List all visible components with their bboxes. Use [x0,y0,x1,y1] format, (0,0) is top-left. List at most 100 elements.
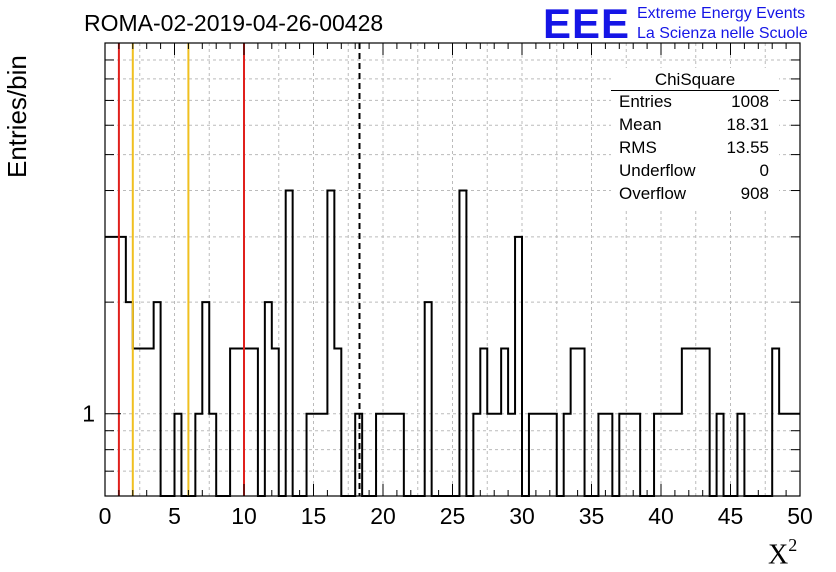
stats-title: ChiSquare [654,70,736,89]
histogram-bin [334,348,341,496]
histogram-bin [536,414,543,496]
histogram-bin [390,414,397,496]
stats-key: Entries [619,92,672,111]
chart-title: ROMA-02-2019-04-26-00428 [84,10,384,36]
histogram-bin [779,414,786,496]
stats-key: RMS [619,138,657,157]
histogram-bin [668,414,675,496]
x-tick-label: 5 [168,503,181,529]
histogram-bin [550,414,557,496]
stats-value: 908 [740,184,769,203]
x-axis-label: X2 [768,535,798,571]
histogram-bin [654,414,661,496]
x-tick-label: 0 [99,503,112,529]
histogram-bin [154,302,161,496]
histogram-bin [661,414,668,496]
histogram-bin [175,414,182,496]
histogram-bin [237,348,244,496]
x-tick-label: 45 [718,503,744,529]
x-tick-label: 15 [301,503,327,529]
stats-key: Underflow [619,161,696,180]
histogram-bin [105,237,112,496]
histogram-bin [737,414,744,496]
histogram-bin [501,348,508,496]
x-tick-label: 30 [509,503,535,529]
histogram-bin [605,414,612,496]
stats-row-rms: RMS 13.55 [619,138,769,160]
logo-line-1: Extreme Energy Events [637,5,806,22]
histogram-bin [209,414,216,496]
histogram-bin [272,348,279,496]
histogram-bin [529,414,536,496]
histogram-bin [202,302,209,496]
histogram-bin [508,414,515,496]
histogram-bin [543,414,550,496]
y-axis-label: Entries/bin [2,55,32,178]
histogram-bin [515,237,522,496]
stats-key: Mean [619,115,662,134]
x-tick-label: 20 [370,503,396,529]
histogram-bin [717,414,724,496]
histogram-bin [140,348,147,496]
x-tick-label: 25 [440,503,466,529]
histogram-bin [459,191,466,496]
x-tick-label: 10 [231,503,257,529]
histogram-bin [696,348,703,496]
histogram-bin [786,414,793,496]
histogram-bin [772,348,779,496]
x-axis-label-superscript: 2 [788,535,798,555]
x-axis-label-base: X [768,539,789,571]
stats-value: 1008 [731,92,769,111]
y-tick-label: 1 [82,401,95,427]
x-tick-label: 50 [787,503,813,529]
histogram-bin [307,414,314,496]
histogram-bin [675,414,682,496]
histogram-bin [626,414,633,496]
histogram-bin [230,348,237,496]
histogram-bin [147,348,154,496]
histogram-bin [314,414,321,496]
histogram-bin [119,237,126,496]
stats-key: Overflow [619,184,687,203]
histogram-bin [244,348,251,496]
histogram-bin [578,348,585,496]
histogram-bin [265,302,272,496]
stats-title-rule [611,90,779,91]
histogram-bin [383,414,390,496]
histogram-bin [327,191,334,496]
stats-row-underflow: Underflow 0 [619,161,769,183]
histogram-bin [682,348,689,496]
histogram-bin [112,237,119,496]
stats-row-overflow: Overflow 908 [619,184,769,206]
histogram-bin [703,348,710,496]
x-tick-label: 35 [579,503,605,529]
histogram-bin [320,414,327,496]
histogram-bin [133,348,140,496]
histogram-bin [126,302,133,496]
stats-box: ChiSquare Entries 1008 Mean 18.31 RMS 13… [611,68,779,208]
x-tick-label: 40 [648,503,674,529]
histogram-bin [473,414,480,496]
histogram-bin [195,414,202,496]
stats-row-entries: Entries 1008 [619,92,769,114]
histogram-bin [564,414,571,496]
histogram-bin [251,348,258,496]
histogram-bin [397,414,404,496]
histogram-bin [633,414,640,496]
histogram-bin [571,348,578,496]
histogram-bin [793,414,800,496]
stats-value: 18.31 [726,115,769,134]
logo-line-2: La Scienza nelle Scuole [637,25,808,42]
histogram-bin [619,414,626,496]
histogram-bin [689,348,696,496]
stats-value: 0 [759,161,769,180]
stats-row-mean: Mean 18.31 [619,115,769,137]
histogram-bin [480,348,487,496]
histogram-bin [598,414,605,496]
histogram-bin [425,302,432,496]
eee-logo: EEE [543,0,631,47]
stats-value: 13.55 [726,138,769,157]
histogram-bin [494,414,501,496]
histogram-bin [487,414,494,496]
histogram-bin [376,414,383,496]
